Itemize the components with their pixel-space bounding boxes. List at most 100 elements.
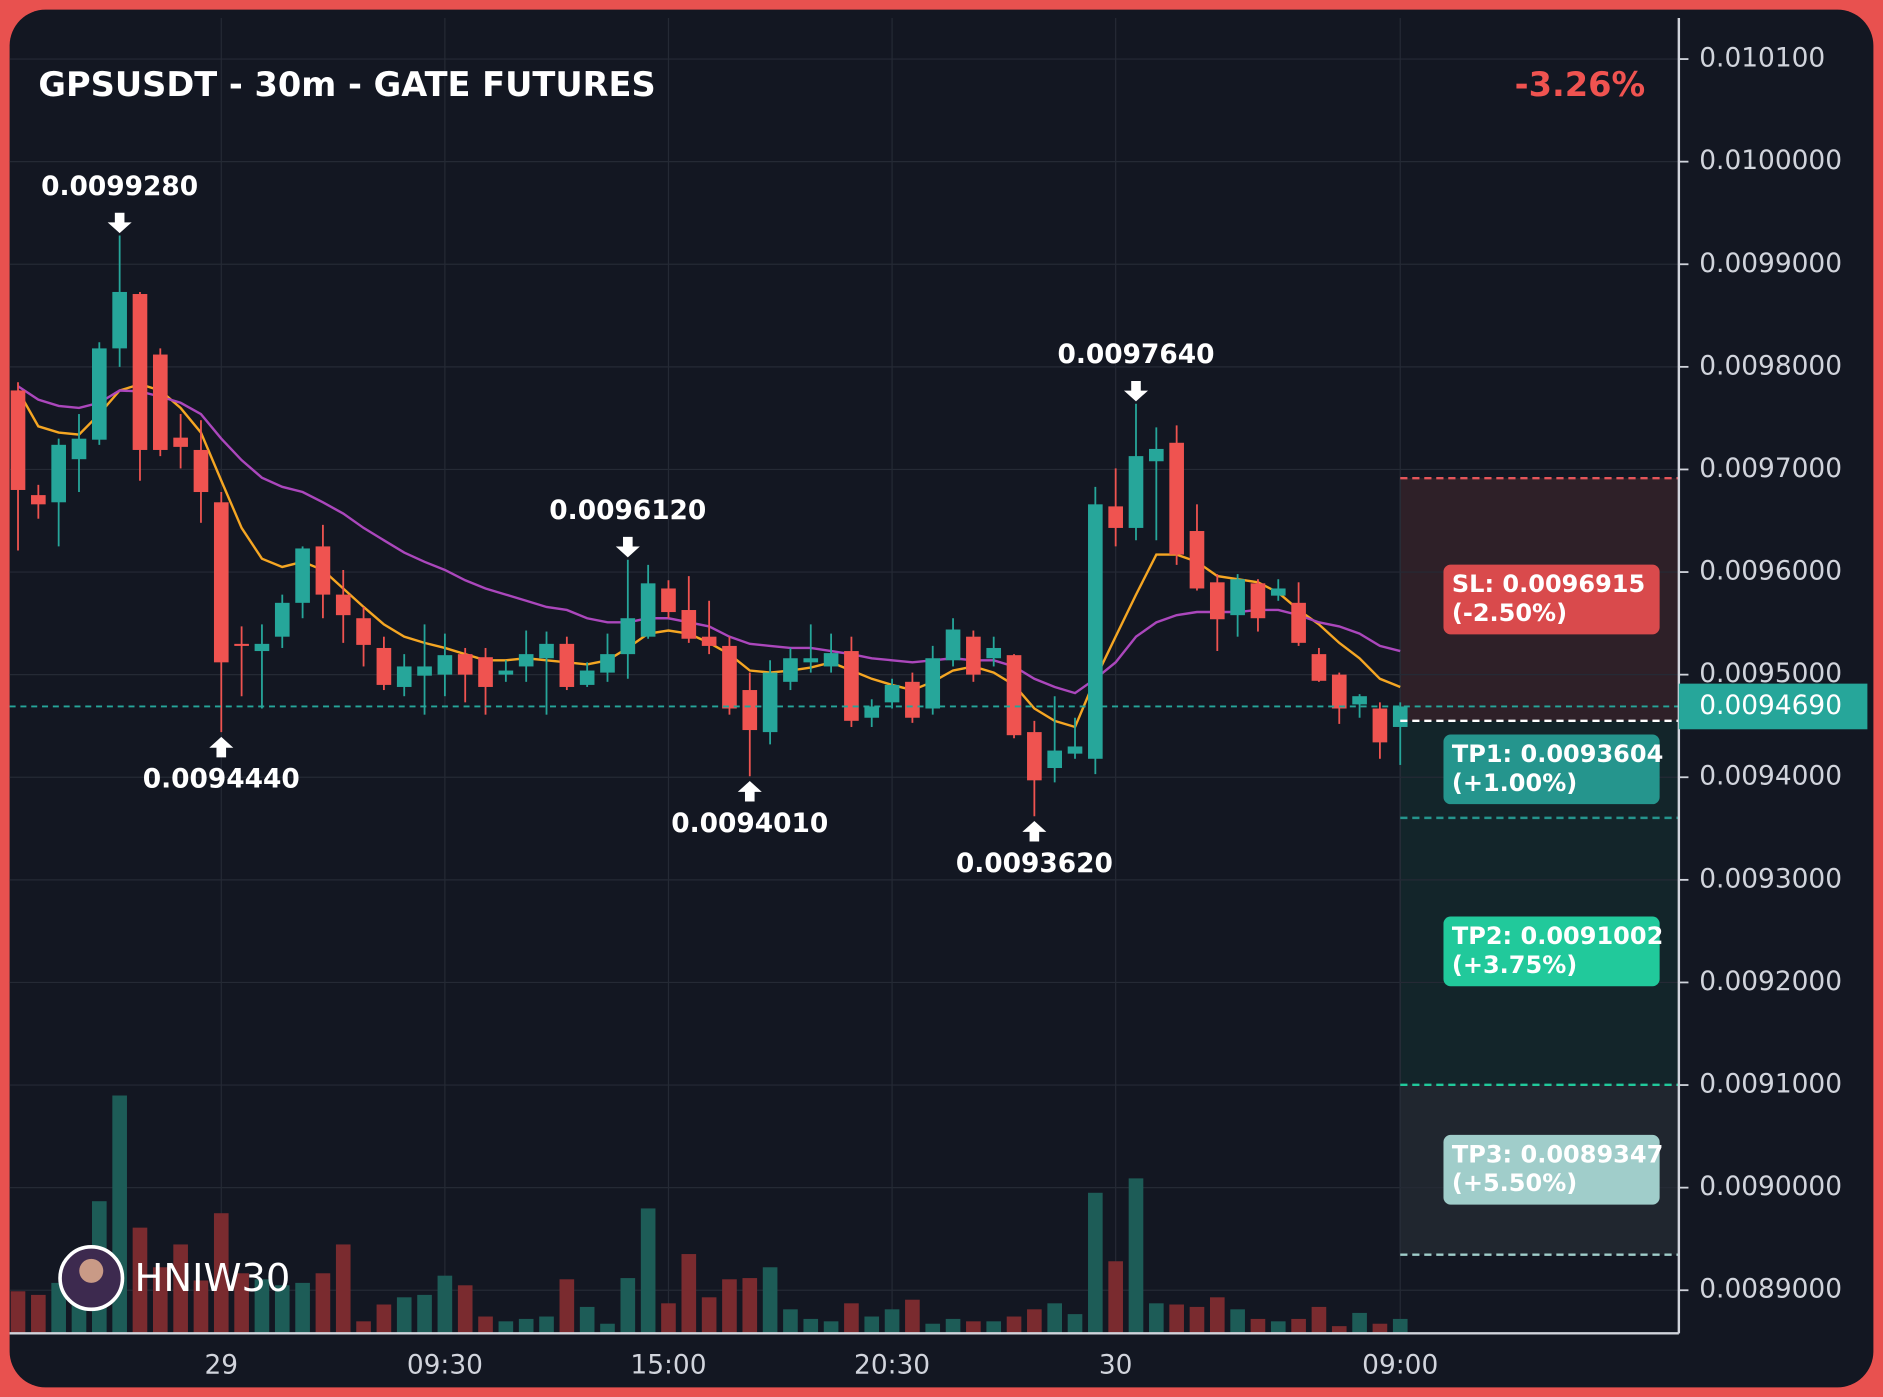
candle-body: [1392, 706, 1408, 727]
trade-label: TP1: 0.0093604: [1452, 740, 1663, 768]
candle-body: [1189, 531, 1205, 589]
extreme-label: 0.0094440: [143, 764, 300, 795]
trade-label: TP3: 0.0089347: [1452, 1140, 1663, 1168]
volume-bar: [986, 1321, 1002, 1334]
x-tick-label: 15:00: [630, 1349, 706, 1380]
candle-body: [315, 546, 331, 595]
candle-body: [1006, 655, 1022, 736]
candle-body: [437, 655, 453, 675]
watermark: HNIW30: [58, 1245, 290, 1312]
volume-bar: [905, 1299, 920, 1334]
volume-bar: [742, 1278, 758, 1334]
y-tick-label: 0.0094000: [1699, 761, 1842, 792]
y-tick-label: 0.0091000: [1699, 1069, 1842, 1100]
x-tick-label: 29: [204, 1349, 238, 1380]
price-change: -3.26%: [1515, 65, 1646, 104]
volume-bar: [966, 1321, 981, 1334]
candle-body: [722, 645, 737, 709]
extreme-label: 0.0099280: [41, 171, 198, 202]
volume-bar: [1169, 1304, 1184, 1334]
candle-body: [356, 618, 371, 645]
volume-bar: [722, 1279, 737, 1334]
extreme-label: 0.0093620: [956, 848, 1113, 879]
chart-title: GPSUSDT - 30m - GATE FUTURES: [38, 65, 655, 104]
extreme-arrow: [737, 781, 762, 802]
x-tick-label: 20:30: [854, 1349, 930, 1380]
volume-bar: [132, 1227, 148, 1334]
trade-label-box: [1443, 916, 1660, 987]
candle-body: [579, 670, 595, 685]
candle-body: [844, 651, 859, 721]
extreme-arrow: [1022, 821, 1047, 842]
candle-body: [457, 654, 473, 675]
volume-bar: [681, 1254, 697, 1334]
candle-body: [1149, 448, 1164, 462]
volume-bar: [1149, 1303, 1164, 1334]
candle-body: [1047, 750, 1063, 769]
volume-bar: [1006, 1316, 1022, 1334]
trade-change: (+3.75%): [1452, 951, 1577, 979]
volume-bar: [396, 1297, 412, 1334]
volume-bar: [518, 1318, 534, 1334]
candle-body: [742, 690, 758, 731]
volume-bar: [1088, 1192, 1103, 1334]
volume-bar: [1230, 1309, 1245, 1334]
candle-body: [417, 666, 432, 676]
candle-body: [864, 706, 880, 718]
candle-body: [132, 294, 148, 450]
volume-bar: [844, 1303, 859, 1334]
volume-bar: [437, 1275, 453, 1334]
candle-body: [681, 610, 697, 639]
candle-body: [823, 653, 839, 667]
candle-body: [213, 502, 229, 663]
candle-body: [173, 437, 188, 447]
extreme-label: 0.0094010: [671, 808, 828, 839]
candle-body: [701, 636, 717, 646]
candle-body: [803, 658, 819, 663]
volume-bar: [213, 1213, 229, 1334]
volume-bar: [600, 1323, 615, 1334]
y-tick-label: 0.010100: [1699, 43, 1825, 74]
x-tick-label: 09:30: [407, 1349, 483, 1380]
volume-bar: [823, 1321, 839, 1334]
volume-bar: [478, 1316, 493, 1334]
volume-bar: [31, 1294, 46, 1334]
y-tick-label: 0.0098000: [1699, 350, 1842, 381]
candle-body: [762, 672, 778, 733]
x-tick-label: 30: [1099, 1349, 1133, 1380]
candle-body: [1331, 674, 1347, 709]
volume-bar: [1128, 1178, 1144, 1334]
candle-body: [193, 449, 209, 493]
volume-bar: [559, 1279, 575, 1334]
volume-bar: [457, 1285, 473, 1334]
candle-body: [92, 348, 107, 440]
y-tick-label: 0.0100000: [1699, 145, 1842, 176]
volume-bar: [1209, 1297, 1225, 1334]
volume-bar: [10, 1291, 26, 1334]
volume-bar: [376, 1304, 392, 1334]
last-price-label: 0.0094690: [1699, 690, 1842, 721]
volume-bar: [1047, 1303, 1063, 1334]
volume-bar: [234, 1273, 249, 1334]
volume-bar: [1352, 1312, 1367, 1334]
volume-bar: [274, 1285, 290, 1334]
volume-bar: [884, 1309, 900, 1334]
x-tick-label: 09:00: [1362, 1349, 1438, 1380]
candle-body: [640, 583, 656, 637]
candle-body: [539, 643, 554, 659]
volume-bar: [1270, 1321, 1286, 1334]
volume-bar: [1392, 1318, 1408, 1334]
candle-body: [112, 291, 127, 349]
volume-bar: [1311, 1306, 1327, 1334]
volume-bar: [335, 1244, 351, 1334]
y-tick-label: 0.0099000: [1699, 248, 1842, 279]
trade-label-box: [1443, 564, 1660, 635]
plot: 0.0089000 0.0090000 0.0091000 0.0092000 0.00…: [9, 18, 1868, 1380]
candle-body: [71, 438, 87, 460]
volume-bar: [51, 1282, 66, 1334]
candle-body: [661, 588, 676, 613]
last-price-box: [1678, 683, 1868, 730]
volume-bar: [620, 1278, 636, 1334]
volume-bar: [356, 1321, 371, 1334]
candle-body: [274, 602, 290, 637]
